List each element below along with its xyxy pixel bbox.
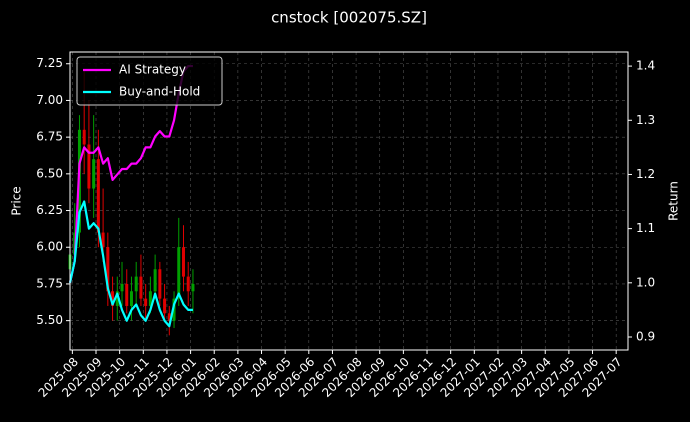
- y-tick-label: 5.75: [36, 276, 63, 290]
- candle-body: [101, 232, 105, 248]
- y2-tick-label: 1.1: [636, 221, 655, 235]
- y2-tick-label: 1.2: [636, 167, 655, 181]
- candle-body: [120, 283, 124, 292]
- candle-body: [111, 291, 115, 306]
- candle-body: [167, 313, 171, 321]
- candle-body: [125, 283, 129, 306]
- y2-axis-label: Return: [667, 181, 681, 221]
- candle-body: [177, 247, 181, 299]
- candle-body: [92, 159, 96, 189]
- candle-body: [181, 247, 185, 277]
- y-axis-label: Price: [10, 186, 24, 215]
- candle-body: [96, 159, 100, 233]
- chart-title: cnstock [002075.SZ]: [271, 9, 427, 27]
- candle-body: [153, 269, 157, 292]
- y-tick-label: 6.50: [36, 166, 63, 180]
- candle-body: [139, 276, 143, 299]
- candle-body: [148, 291, 152, 306]
- y2-tick-label: 0.9: [636, 329, 655, 343]
- candle-body: [191, 283, 195, 292]
- candle-body: [87, 144, 91, 189]
- candle-body: [186, 276, 190, 292]
- y-tick-label: 6.75: [36, 130, 63, 144]
- y-tick-label: 6.00: [36, 240, 63, 254]
- y2-tick-label: 1.0: [636, 275, 655, 289]
- legend-label: Buy-and-Hold: [119, 85, 200, 99]
- y-tick-label: 6.25: [36, 203, 63, 217]
- y-tick-label: 7.25: [36, 56, 63, 70]
- candle-body: [106, 247, 110, 292]
- candle-body: [163, 298, 167, 314]
- candle-body: [82, 129, 86, 145]
- legend-label: AI Strategy: [119, 63, 186, 77]
- y2-tick-label: 1.3: [636, 113, 655, 127]
- candle-body: [158, 269, 162, 299]
- series-line: [68, 200, 193, 328]
- y2-tick-label: 1.4: [636, 59, 655, 73]
- plot-frame: [69, 51, 629, 351]
- y-tick-label: 7.00: [36, 93, 63, 107]
- y-tick-label: 5.50: [36, 313, 63, 327]
- candle-body: [144, 298, 148, 306]
- legend-box: [76, 56, 223, 106]
- candle-body: [129, 291, 133, 306]
- candle-body: [115, 291, 119, 306]
- candle-body: [134, 276, 138, 292]
- series-line: [68, 64, 193, 284]
